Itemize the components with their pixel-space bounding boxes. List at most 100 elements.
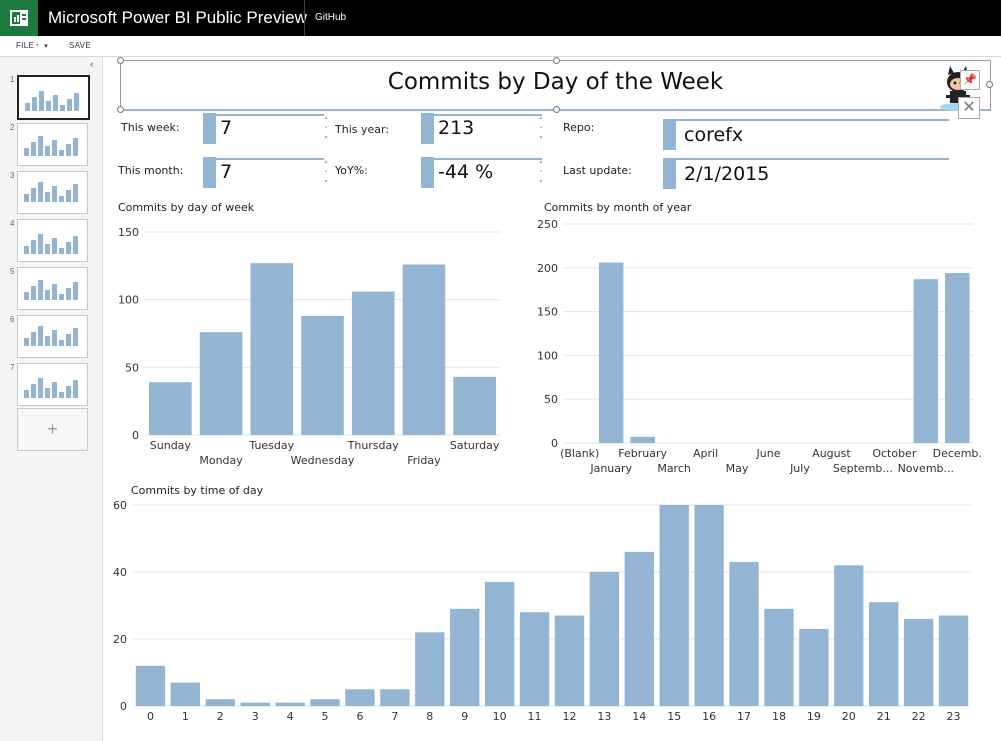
bar[interactable] (402, 264, 446, 435)
x-tick-label: 8 (426, 710, 433, 723)
bar[interactable] (589, 572, 620, 706)
x-tick-label: 3 (252, 710, 259, 723)
bar[interactable] (519, 612, 550, 706)
bar[interactable] (799, 628, 829, 706)
x-tick-label: 13 (597, 710, 611, 723)
thumbnail-bar (31, 332, 36, 346)
thumbnail-bar (24, 246, 29, 254)
bar[interactable] (351, 291, 395, 435)
kpi-scroll-icon[interactable]: ▴ ▪ ▾ (539, 159, 543, 185)
bar[interactable] (149, 382, 192, 435)
bar[interactable] (869, 602, 899, 706)
bar[interactable] (135, 665, 166, 706)
bar[interactable] (484, 582, 515, 706)
kpi-this-month-label: This month: (118, 164, 184, 177)
page-thumbnail[interactable] (17, 219, 88, 262)
thumbnail-bar (45, 244, 50, 254)
resize-handle[interactable] (117, 57, 124, 64)
x-tick-label: February (618, 447, 667, 460)
resize-handle[interactable] (986, 81, 993, 88)
bar[interactable] (450, 608, 480, 706)
page-thumbnail[interactable] (17, 315, 88, 358)
page-thumbnail[interactable] (17, 267, 88, 310)
bar[interactable] (630, 436, 655, 443)
app-title: Microsoft Power BI Public Preview (48, 8, 307, 27)
power-bi-logo-icon (0, 0, 38, 36)
thumbnail-preview (24, 234, 78, 254)
kpi-this-week-bar (203, 113, 216, 144)
page-number: 5 (10, 267, 15, 276)
save-button[interactable]: SAVE (69, 41, 91, 50)
bar[interactable] (345, 689, 375, 706)
resize-handle[interactable] (553, 106, 560, 113)
thumbnail-bar (73, 328, 78, 346)
file-menu[interactable]: FILE * ▾ (16, 41, 48, 50)
thumbnail-bar (52, 186, 57, 202)
thumbnail-bar (25, 103, 30, 111)
github-link[interactable]: GitHub (315, 12, 347, 23)
chart-commits-by-day-of-week: 0 50 100 150 Sunday Monday Tuesday Wednesday Thu… (118, 226, 500, 467)
chart-title-month-of-year: Commits by month of year (544, 201, 692, 214)
x-tick-label: Saturday (450, 439, 500, 452)
thumbnail-bar (52, 238, 57, 254)
thumbnail-bar (59, 392, 64, 398)
title-bar: Microsoft Power BI Public Preview GitHub (0, 0, 1001, 36)
kpi-scroll-icon[interactable]: ▴ ▪ ▾ (539, 115, 543, 141)
bar[interactable] (415, 632, 445, 706)
resize-handle[interactable] (117, 106, 124, 113)
bar[interactable] (250, 263, 294, 435)
chart-title-time-of-day: Commits by time of day (131, 484, 264, 497)
kpi-yoy-line (434, 158, 542, 160)
bar[interactable] (598, 262, 624, 443)
bar[interactable] (903, 618, 934, 706)
thumbnail-bar (74, 93, 79, 111)
y-tick-label: 200 (537, 262, 558, 275)
bar[interactable] (944, 273, 970, 443)
page-number: 4 (10, 219, 15, 228)
x-tick-label: October (872, 447, 916, 460)
add-page-button[interactable]: + (17, 408, 88, 451)
kpi-yoy-bar (421, 157, 434, 188)
bar[interactable] (834, 565, 864, 706)
thumbnail-bar (59, 196, 64, 202)
x-tick-label: 4 (287, 710, 294, 723)
bar[interactable] (764, 608, 794, 706)
bar[interactable] (301, 315, 344, 435)
page-thumbnail[interactable] (17, 171, 88, 214)
kpi-scroll-icon[interactable]: ▴ ▪ ▾ (324, 159, 328, 185)
pin-icon[interactable]: 📌 (960, 70, 980, 90)
close-icon[interactable]: ✕ (958, 97, 980, 119)
bar[interactable] (554, 615, 585, 706)
thumbnail-bar (53, 95, 58, 111)
bar[interactable] (199, 332, 243, 435)
x-tick-label: June (756, 447, 781, 460)
bar[interactable] (659, 505, 689, 706)
bar[interactable] (938, 615, 969, 706)
thumbnail-bar (52, 284, 57, 300)
y-tick-label: 60 (113, 500, 127, 512)
bar[interactable] (170, 682, 201, 706)
bar[interactable] (240, 702, 270, 706)
bar[interactable] (205, 699, 235, 706)
report-title-box[interactable]: Commits by Day of the Week (117, 57, 993, 113)
bar[interactable] (694, 505, 724, 706)
page-number: 1 (10, 75, 15, 84)
bar[interactable] (453, 376, 496, 435)
kpi-repo-bar (663, 119, 676, 150)
thumbnail-bar (66, 386, 71, 398)
y-tick-label: 100 (537, 349, 558, 362)
page-thumbnail[interactable] (17, 123, 88, 166)
file-asterisk: * (36, 44, 39, 50)
resize-handle[interactable] (553, 57, 560, 64)
bar[interactable] (913, 279, 939, 443)
kpi-scroll-icon[interactable]: ▴ ▪ ▾ (324, 115, 328, 141)
page-thumbnail[interactable] (17, 363, 88, 406)
bar[interactable] (380, 689, 410, 706)
collapse-chevron-icon[interactable]: ‹ (90, 59, 94, 70)
x-tick-label: 11 (528, 710, 542, 723)
bar[interactable] (729, 561, 759, 706)
page-thumbnail[interactable] (17, 75, 90, 120)
bar[interactable] (310, 699, 340, 706)
bar[interactable] (275, 702, 305, 706)
bar[interactable] (624, 551, 654, 706)
